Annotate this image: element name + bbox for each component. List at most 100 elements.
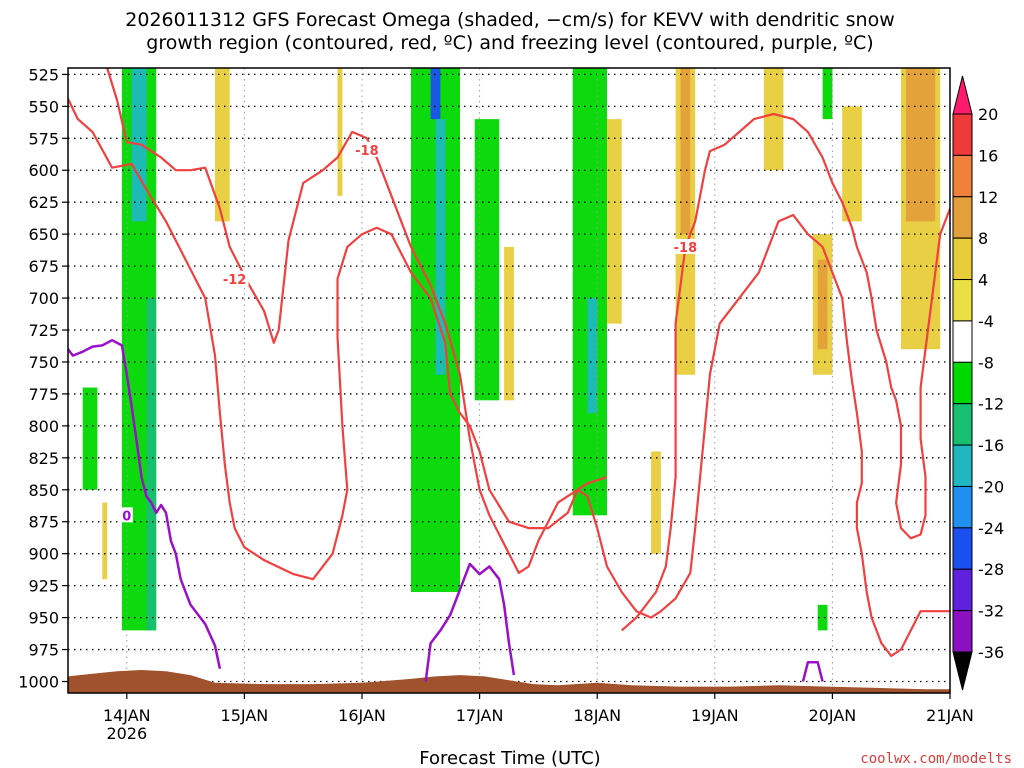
colorbar-seg-0: [952, 113, 973, 156]
x-tick-19JAN: 19JAN: [691, 706, 739, 725]
colorbar-tip-top: [952, 75, 973, 115]
dgz-contour-1: [106, 68, 608, 574]
y-tick-825: 825: [28, 449, 59, 468]
y-tick-750: 750: [28, 353, 59, 372]
contour-labels: -12 -18 -18 0: [120, 141, 700, 524]
chart-title-line1: 2026011312 GFS Forecast Omega (shaded, −…: [125, 9, 894, 31]
omega-band-4: [102, 502, 108, 580]
omega-band-13: [587, 298, 598, 414]
colorbar-seg-1: [952, 154, 973, 198]
omega-band-9: [435, 119, 446, 375]
freezing-label-0-bg: [120, 507, 133, 523]
x-tick-year: 2026: [106, 724, 147, 743]
omega-band-15: [651, 451, 661, 554]
dgz-label-1: -18: [355, 144, 379, 159]
x-tick-17JAN: 17JAN: [456, 706, 504, 725]
terrain-layer: [68, 670, 950, 693]
y-tick-925: 925: [28, 577, 59, 596]
colorbar-label-1: 16: [978, 146, 998, 165]
colorbar-seg-12: [952, 610, 973, 653]
omega-shading-layer: [82, 68, 941, 631]
y-tick-700: 700: [28, 289, 59, 308]
y-tick-550: 550: [28, 97, 59, 116]
colorbar-label-2: 12: [978, 188, 998, 207]
x-tick-14JAN: 14JAN: [103, 706, 151, 725]
y-tick-900: 900: [28, 545, 59, 564]
freezing-contour-0: [68, 338, 222, 669]
y-tick-525: 525: [28, 65, 59, 84]
colorbar-seg-2: [952, 196, 973, 239]
omega-band-17: [680, 68, 691, 235]
freezing-contour-1: [424, 562, 516, 682]
y-tick-725: 725: [28, 321, 59, 340]
colorbar-label-6: -8: [978, 353, 994, 372]
colorbar-label-5: -4: [978, 312, 994, 331]
y-tick-875: 875: [28, 513, 59, 532]
omega-band-12: [572, 68, 607, 516]
x-tick-20JAN: 20JAN: [809, 706, 857, 725]
y-tick-625: 625: [28, 193, 59, 212]
y-tick-650: 650: [28, 225, 59, 244]
terrain-fill: [68, 670, 950, 693]
dgz-label-2: -18: [674, 241, 698, 256]
dgz-label-2-bg: [671, 238, 700, 254]
colorbar-seg-6: [952, 361, 973, 405]
y-tick-600: 600: [28, 161, 59, 180]
colorbar-label-13: -36: [978, 643, 1004, 662]
omega-band-8: [430, 68, 441, 120]
y-tick-775: 775: [28, 385, 59, 404]
colorbar-seg-4: [952, 279, 973, 322]
y-tick-1000: 1000: [18, 672, 59, 691]
y-tick-975: 975: [28, 641, 59, 660]
omega-band-18: [763, 68, 784, 171]
omega-band-10: [474, 119, 500, 401]
colorbar-label-3: 8: [978, 229, 988, 248]
freezing-contour-2: [801, 661, 824, 682]
x-axis-label: Forecast Time (UTC): [419, 748, 600, 768]
x-tick-18JAN: 18JAN: [573, 706, 621, 725]
colorbar-seg-5: [952, 320, 973, 363]
colorbar-seg-11: [952, 568, 973, 612]
freezing-level-layer: [68, 338, 824, 682]
dgz-label-0: -12: [223, 273, 247, 288]
omega-band-2: [146, 298, 157, 631]
colorbar-label-10: -24: [978, 519, 1004, 538]
y-tick-675: 675: [28, 257, 59, 276]
omega-band-3: [82, 387, 98, 490]
dgz-contour-2: [620, 112, 950, 632]
x-tick-21JAN: 21JAN: [926, 706, 974, 725]
y-tick-850: 850: [28, 481, 59, 500]
y-tick-950: 950: [28, 609, 59, 628]
colorbar-label-7: -12: [978, 395, 1004, 414]
omega-band-14: [607, 119, 622, 324]
dgz-contour-layer: [68, 68, 950, 657]
x-tick-15JAN: 15JAN: [221, 706, 269, 725]
y-axis: 525 550 575 600 625 650 675 700 725 750 775 800 825 8…: [18, 65, 68, 691]
omega-band-6: [337, 68, 343, 196]
colorbar-label-8: -16: [978, 436, 1004, 455]
freezing-label-0: 0: [122, 509, 131, 524]
chart-title-line2: growth region (contoured, red, ºC) and f…: [146, 32, 873, 54]
omega-band-19: [822, 68, 833, 120]
colorbar-seg-8: [952, 444, 973, 487]
y-tick-575: 575: [28, 129, 59, 148]
omega-band-25: [905, 68, 936, 222]
colorbar-seg-10: [952, 527, 973, 570]
colorbar: 20 16 12 8 4 -4 -8 -12 -16 -20 -24 -28 -32 -36: [952, 75, 1004, 691]
colorbar-label-12: -32: [978, 602, 1004, 621]
omega-band-11: [504, 246, 514, 401]
colorbar-label-4: 4: [978, 271, 988, 290]
colorbar-label-9: -20: [978, 477, 1004, 496]
colorbar-seg-9: [952, 485, 973, 529]
colorbar-label-11: -28: [978, 560, 1004, 579]
credit-text: coolwx.com/modelts: [860, 751, 1012, 767]
x-tick-16JAN: 16JAN: [338, 706, 386, 725]
omega-band-22: [842, 106, 862, 222]
colorbar-tip-bottom: [952, 651, 973, 691]
dgz-label-0-bg: [220, 270, 249, 286]
dgz-label-1-bg: [352, 141, 381, 157]
y-tick-800: 800: [28, 417, 59, 436]
colorbar-label-0: 20: [978, 105, 998, 124]
